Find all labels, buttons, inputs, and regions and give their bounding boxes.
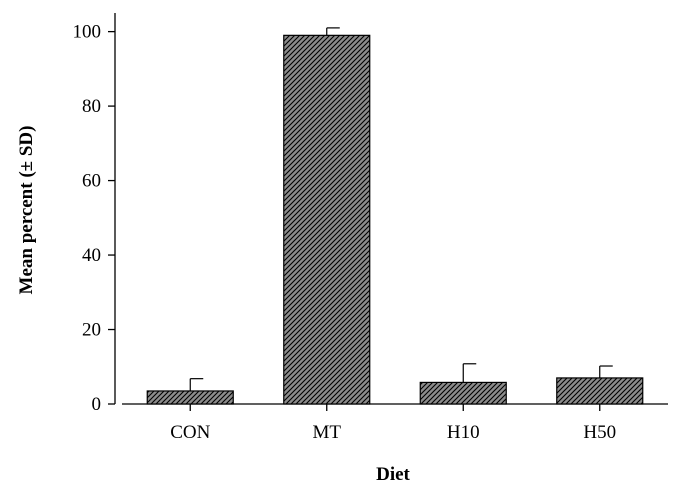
- bar: [419, 381, 507, 405]
- y-tick-label: 100: [73, 22, 102, 43]
- tick-labels: 0 20 40 60 80 100 CON MT H10 H50: [73, 22, 617, 443]
- x-tick-label: H10: [447, 422, 480, 443]
- y-tick-label: 40: [82, 245, 101, 266]
- bar: [283, 34, 371, 405]
- bar: [146, 390, 234, 405]
- x-tick-label: H50: [583, 422, 616, 443]
- y-tick-label: 60: [82, 171, 101, 192]
- bars: [146, 34, 644, 405]
- axes: [108, 13, 668, 411]
- y-tick-label: 80: [82, 96, 101, 117]
- y-tick-label: 20: [82, 320, 101, 341]
- x-tick-label: MT: [313, 422, 342, 443]
- x-axis-title: Diet: [376, 464, 410, 485]
- error-bars: [189, 27, 613, 391]
- y-tick-label: 0: [92, 394, 102, 415]
- bar: [556, 377, 644, 405]
- y-axis-title: Mean percent (± SD): [16, 126, 37, 295]
- x-tick-label: CON: [170, 422, 210, 443]
